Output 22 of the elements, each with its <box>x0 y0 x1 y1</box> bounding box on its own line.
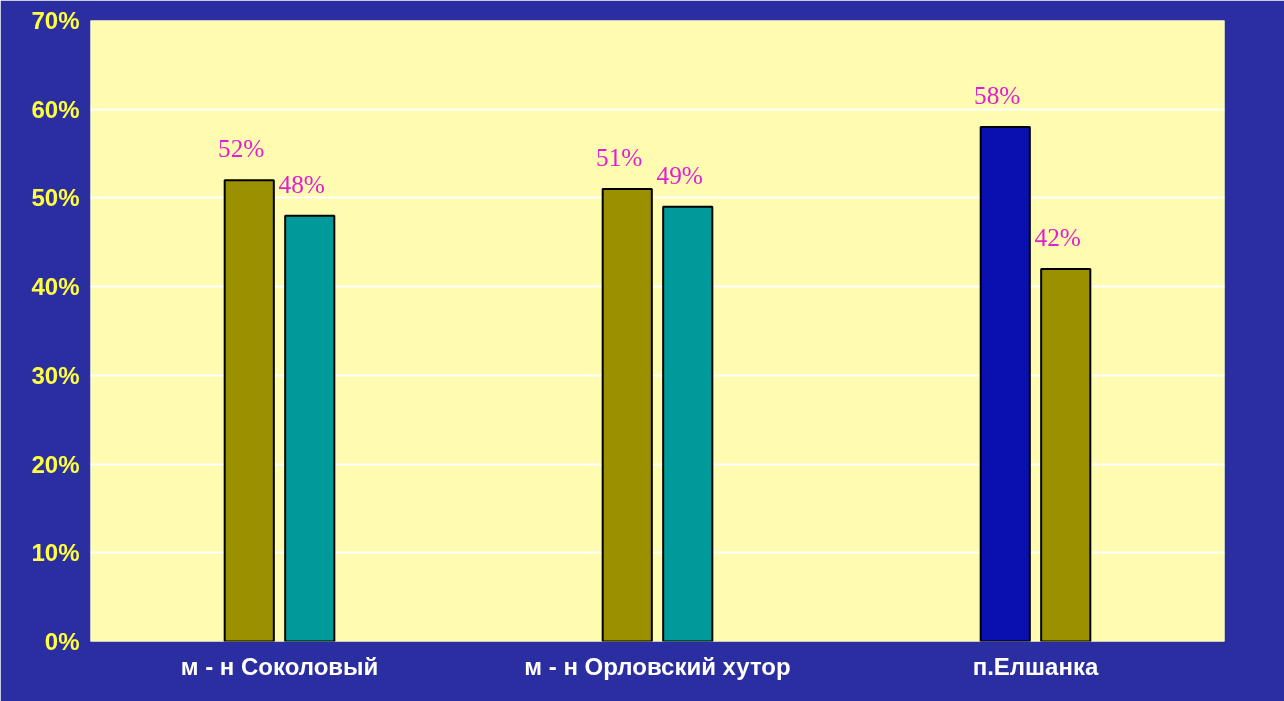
text: 58% <box>974 80 1021 109</box>
y-tick-label: 0% <box>44 628 80 655</box>
bar <box>662 205 714 642</box>
bar <box>601 188 653 642</box>
text: 42% <box>1034 222 1081 251</box>
text: 51% <box>596 143 643 172</box>
y-tick-label: 60% <box>31 95 80 123</box>
y-tick-label: 50% <box>31 184 80 212</box>
x-tick-label: п.Елшанка <box>972 652 1099 680</box>
y-tick-label: 20% <box>31 450 80 478</box>
y-tick-label: 40% <box>31 273 80 301</box>
y-tick-label: 10% <box>31 539 80 567</box>
bar <box>284 214 336 642</box>
y-tick-label: 30% <box>31 361 80 389</box>
x-tick-label: м - н Соколовый <box>180 652 379 680</box>
x-tick-label: м - н Орловский хутор <box>524 652 791 680</box>
text: 48% <box>278 169 325 198</box>
y-tick-label: 70% <box>31 7 80 34</box>
text: 49% <box>656 160 703 189</box>
text: 52% <box>218 134 265 163</box>
bar <box>223 179 275 642</box>
bar <box>979 125 1031 642</box>
